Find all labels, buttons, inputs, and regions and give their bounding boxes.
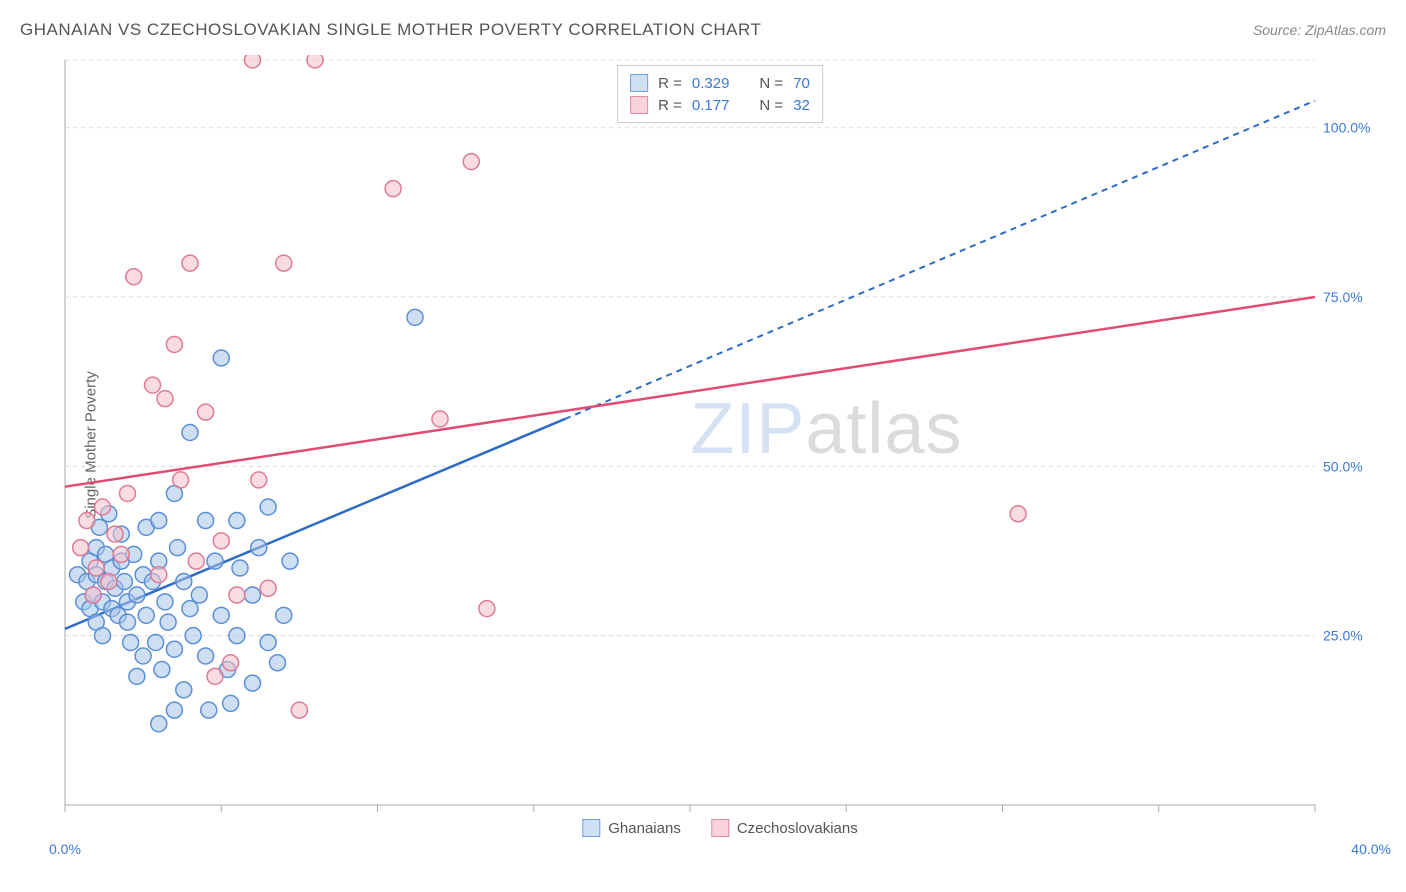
chart-title: GHANAIAN VS CZECHOSLOVAKIAN SINGLE MOTHE… — [20, 20, 761, 40]
x-axis-min-label: 0.0% — [49, 841, 81, 857]
legend-swatch-blue — [582, 819, 600, 837]
svg-text:25.0%: 25.0% — [1323, 628, 1363, 644]
chart-container: Single Mother Poverty ZIPatlas 25.0%50.0… — [55, 55, 1385, 835]
legend-swatch-pink — [630, 96, 648, 114]
svg-text:50.0%: 50.0% — [1323, 458, 1363, 474]
legend-label: Czechoslovakians — [737, 820, 858, 837]
legend-swatch-pink — [711, 819, 729, 837]
legend-label: Ghanaians — [608, 820, 681, 837]
correlation-legend: R = 0.329 N = 70 R = 0.177 N = 32 — [617, 65, 823, 123]
legend-item-ghanaians: Ghanaians — [582, 819, 681, 837]
scatter-plot: 25.0% 50.0% 75.0% 100.0% — [55, 55, 1385, 835]
x-axis-max-label: 40.0% — [1351, 841, 1391, 857]
corr-legend-row-czechoslovakians: R = 0.177 N = 32 — [630, 94, 810, 116]
corr-legend-row-ghanaians: R = 0.329 N = 70 — [630, 72, 810, 94]
series-legend: Ghanaians Czechoslovakians — [582, 819, 857, 837]
svg-text:75.0%: 75.0% — [1323, 289, 1363, 305]
legend-swatch-blue — [630, 74, 648, 92]
svg-text:100.0%: 100.0% — [1323, 120, 1370, 136]
source-attribution: Source: ZipAtlas.com — [1253, 22, 1386, 38]
legend-item-czechoslovakians: Czechoslovakians — [711, 819, 858, 837]
